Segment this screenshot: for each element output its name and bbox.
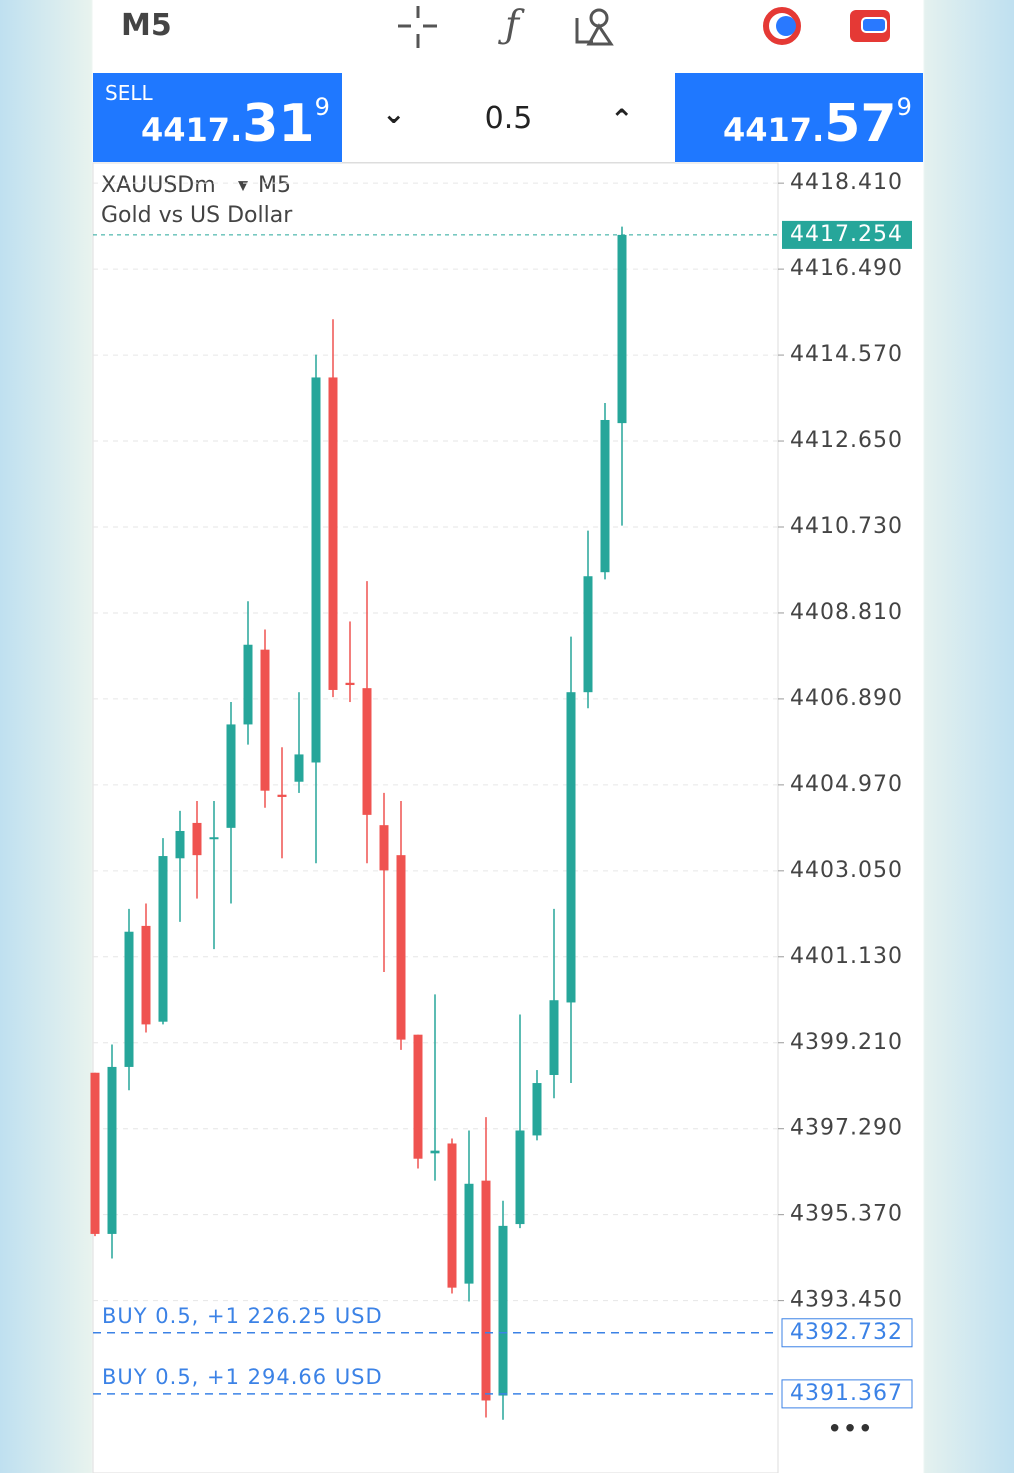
sell-price: 4417.319	[141, 93, 330, 154]
price-main: 4417.	[723, 111, 825, 149]
candle-body	[311, 377, 321, 763]
candle-body	[141, 925, 151, 1025]
toolbar-icons: ƒ	[398, 4, 614, 48]
candle-body	[328, 377, 338, 690]
symbol-arrow: ▼	[238, 179, 248, 194]
y-tick-label: 4393.450	[790, 1288, 903, 1313]
y-tick-label: 4418.410	[790, 170, 903, 195]
y-tick-label: 4397.290	[790, 1116, 903, 1141]
candle-body	[379, 825, 389, 871]
current-price-tag	[782, 220, 912, 249]
price-big: 57	[824, 94, 897, 154]
candle-body	[90, 1072, 100, 1234]
current-price-label: 4417.254	[790, 222, 903, 247]
y-tick-label: 4410.730	[790, 514, 903, 539]
y-tick-label: 4406.890	[790, 686, 903, 711]
candle-body	[549, 1000, 559, 1075]
buy-price: 4417.579	[723, 93, 912, 154]
top-bar: M5 ƒ	[93, 0, 923, 72]
y-tick-label: 4399.210	[790, 1030, 903, 1055]
trade-icon[interactable]	[763, 7, 801, 45]
chart-timeframe: M5	[258, 173, 291, 198]
symbol: XAUUSDm	[101, 173, 216, 198]
candle-body	[498, 1225, 508, 1396]
position-label: 4391.367	[790, 1381, 903, 1406]
buy-button[interactable]: 4417.579	[675, 73, 923, 162]
candle-body	[617, 234, 627, 424]
y-tick-label: 4401.130	[790, 944, 903, 969]
sell-button[interactable]: SELL 4417.319	[93, 73, 342, 162]
candle-body	[124, 931, 134, 1067]
timeframe-button[interactable]: M5	[121, 8, 172, 43]
price-big: 31	[242, 94, 315, 154]
candle-body	[481, 1180, 491, 1401]
crosshair-icon[interactable]	[398, 6, 437, 48]
candle-body	[447, 1143, 457, 1288]
sell-label: SELL	[105, 81, 153, 105]
candle-body	[600, 419, 610, 573]
price-sup: 9	[896, 93, 912, 121]
volume-down[interactable]: ⌄	[382, 97, 406, 130]
candle-body	[583, 576, 593, 693]
volume-up[interactable]: ⌃	[610, 103, 634, 136]
candle-body	[430, 1150, 440, 1154]
candle-body	[226, 724, 236, 828]
y-tick-label: 4412.650	[790, 428, 903, 453]
more-menu[interactable]: •••	[827, 1415, 873, 1445]
candle-body	[566, 692, 576, 1003]
candle-body	[515, 1130, 525, 1225]
candle-body	[107, 1066, 117, 1234]
y-tick-label: 4404.970	[790, 772, 903, 797]
y-tick-label: 4408.810	[790, 600, 903, 625]
candle-body	[396, 855, 406, 1040]
position-text: BUY 0.5, +1 226.25 USD	[102, 1304, 383, 1328]
position-tag	[781, 1379, 913, 1409]
candle-body	[362, 688, 372, 815]
candle-body	[413, 1034, 423, 1159]
candle-body	[260, 649, 270, 791]
y-tick-label: 4416.490	[790, 256, 903, 281]
candle-body	[277, 794, 287, 797]
objects-icon[interactable]	[575, 8, 614, 46]
volume-panel: ⌄ 0.5 ⌃	[342, 73, 675, 163]
candle-body	[532, 1083, 542, 1136]
y-tick-label: 4403.050	[790, 858, 903, 883]
account-icon-inner	[861, 17, 887, 33]
plot-frame	[92, 162, 779, 1473]
symbol-description: Gold vs US Dollar	[101, 203, 293, 228]
volume[interactable]: 0.5	[484, 101, 533, 136]
status-icons	[763, 7, 890, 45]
y-tick-label: 4395.370	[790, 1202, 903, 1227]
candle-body	[294, 754, 304, 782]
candle-body	[464, 1183, 474, 1284]
position-text: BUY 0.5, +1 294.66 USD	[102, 1365, 383, 1389]
y-tick-label: 4414.570	[790, 342, 903, 367]
position-label: 4392.732	[790, 1320, 903, 1345]
candle-body	[243, 644, 253, 725]
position-tag	[781, 1318, 913, 1348]
candle-body	[345, 682, 355, 686]
price-main: 4417.	[141, 111, 243, 149]
trade-icon-inner	[776, 16, 796, 36]
candle-body	[175, 830, 185, 859]
price-sup: 9	[314, 93, 330, 121]
candle-body	[209, 837, 219, 840]
candle-body	[158, 856, 168, 1022]
candle-body	[192, 822, 202, 856]
